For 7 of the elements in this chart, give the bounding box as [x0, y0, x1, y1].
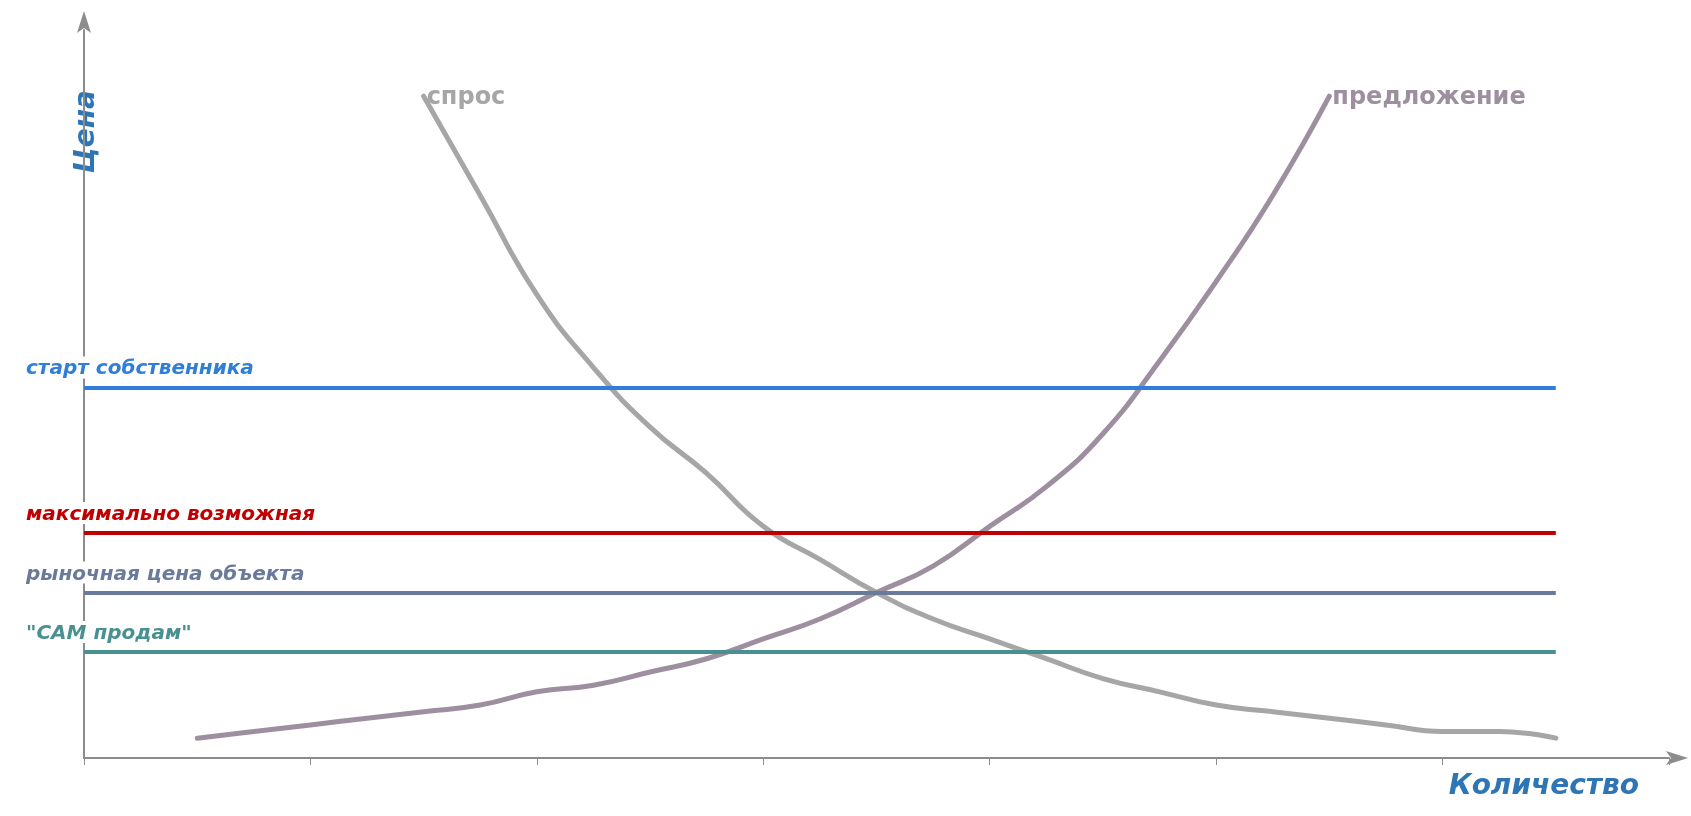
ref-line-label: рыночная цена объекта — [25, 560, 305, 585]
series-label: предложение — [1332, 82, 1526, 111]
ref-line-label: максимально возможная — [26, 500, 316, 525]
ref-line-label: старт собственника — [26, 355, 254, 380]
series-label: спрос — [426, 82, 506, 111]
x-axis-title: Количество — [1448, 767, 1639, 801]
ref-line-label: "САМ продам" — [26, 620, 192, 645]
